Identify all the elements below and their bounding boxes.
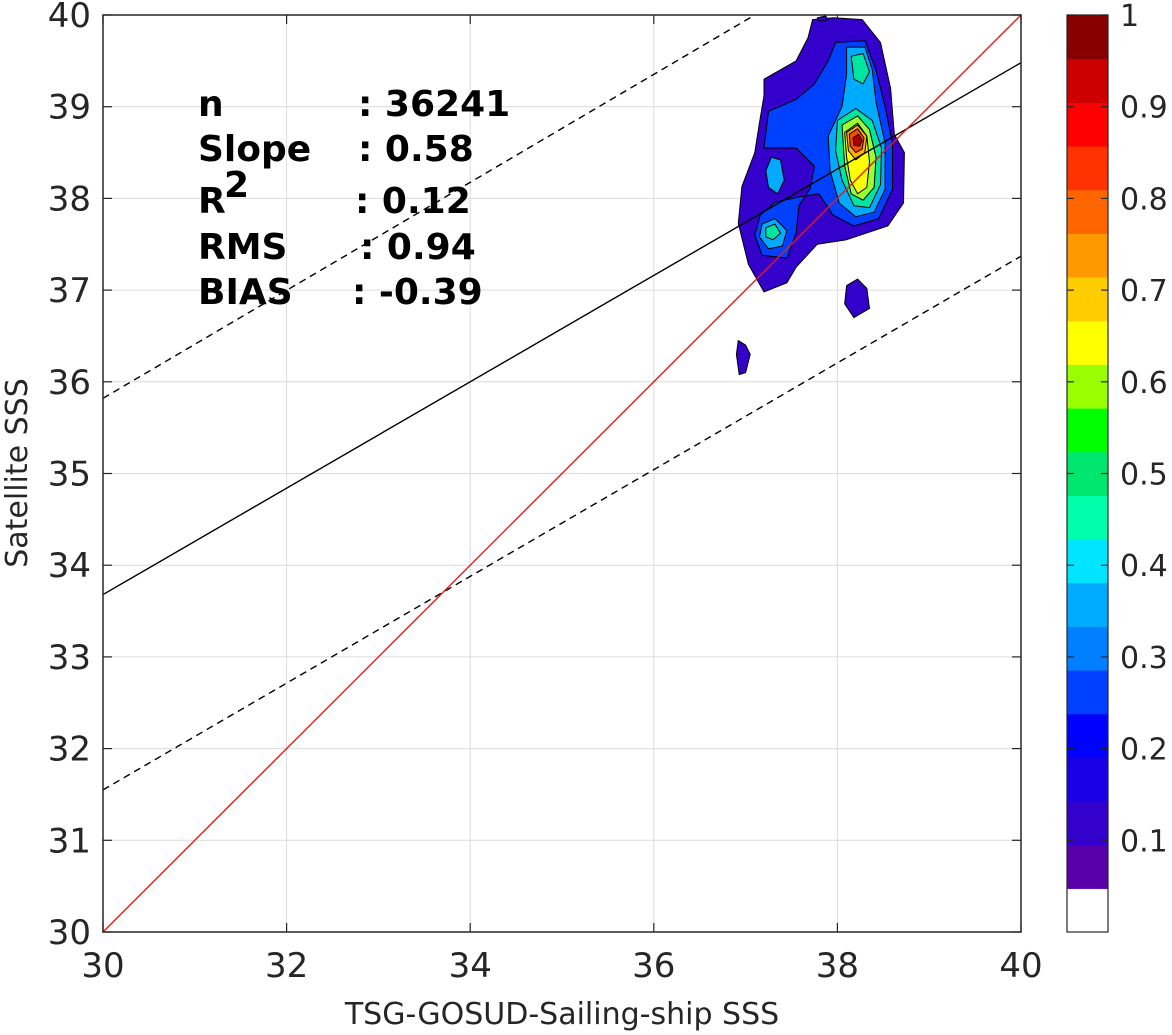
x-tick-label: 38 — [816, 946, 859, 986]
density-contour — [844, 278, 870, 319]
colorbar-segment — [1067, 844, 1108, 889]
colorbar-segment — [1067, 888, 1108, 933]
stat-superscript: 2 — [224, 165, 249, 206]
identity-line — [102, 14, 1022, 933]
colorbar-segment — [1067, 539, 1108, 584]
y-tick-label: 30 — [48, 913, 91, 953]
colorbar-tick-label: 0.2 — [1120, 733, 1168, 768]
colorbar-segment — [1067, 146, 1108, 191]
colorbar-segment — [1067, 189, 1108, 234]
density-contour — [816, 15, 829, 22]
colorbar-segment — [1067, 495, 1108, 540]
colorbar-segment — [1067, 670, 1108, 715]
stat-value: : 0.58 — [358, 129, 474, 170]
x-tick-label: 32 — [265, 946, 308, 986]
x-tick-label: 30 — [81, 946, 124, 986]
stat-value: : 0.94 — [360, 227, 476, 268]
colorbar-segment — [1067, 757, 1108, 802]
grid — [102, 14, 1022, 933]
colorbar-segment — [1067, 320, 1108, 365]
colorbar-tick-label: 0.4 — [1120, 549, 1168, 584]
colorbar-tick-label: 0.1 — [1120, 824, 1168, 859]
density-contour — [765, 223, 781, 241]
colorbar-tick-label: 0.7 — [1120, 274, 1168, 309]
colorbar-segment — [1067, 58, 1108, 103]
stat-value: : 36241 — [358, 84, 510, 125]
colorbar-segment — [1067, 408, 1108, 453]
stat-label: R — [198, 181, 226, 222]
x-tick-label: 34 — [449, 946, 492, 986]
colorbar-segment — [1067, 233, 1108, 278]
density-contour — [850, 53, 870, 85]
y-tick-label: 34 — [48, 546, 91, 586]
x-tick-label: 36 — [632, 946, 675, 986]
density-contour — [735, 340, 751, 375]
axis-ticks: 30 32 34 36 38 40 30 31 32 33 34 35 36 37 38 39 40 — [48, 0, 1043, 986]
colorbar-segment — [1067, 626, 1108, 671]
fit-lower-bound-line — [102, 255, 1022, 791]
y-tick-label: 37 — [48, 271, 91, 311]
density-contours — [735, 15, 905, 375]
colorbar-tick-label: 0.5 — [1120, 458, 1168, 493]
colorbar-segment — [1067, 713, 1108, 758]
density-contour — [765, 156, 785, 195]
colorbar-segment — [1067, 277, 1108, 322]
colorbar-tick-label: 0.9 — [1120, 91, 1168, 126]
colorbar-segment — [1067, 801, 1108, 846]
x-tick-label: 40 — [999, 946, 1042, 986]
colorbar-tick-label: 0.6 — [1120, 366, 1168, 401]
y-tick-label: 39 — [48, 88, 91, 128]
stat-value: : 0.12 — [355, 181, 471, 222]
regression-lines — [102, 14, 1022, 933]
colorbar-segment — [1067, 364, 1108, 409]
fit-upper-bound-line — [102, 14, 756, 399]
colorbar-tick-label: 0.8 — [1120, 182, 1168, 217]
colorbar-segment — [1067, 582, 1108, 627]
stat-value: : -0.39 — [352, 272, 483, 313]
stats-box: n : 36241 Slope : 0.58 R2 : 0.12 RMS : 0.94 BIAS… — [198, 84, 510, 313]
y-tick-label: 38 — [48, 179, 91, 219]
y-tick-label: 33 — [48, 638, 91, 678]
stat-label: BIAS — [198, 272, 293, 313]
density-contour — [852, 133, 863, 147]
colorbar-segment — [1067, 102, 1108, 147]
colorbar-tick-label: 0.3 — [1120, 641, 1168, 676]
stat-label: Slope — [198, 129, 311, 170]
colorbar-segment — [1067, 15, 1108, 60]
stat-label: n — [198, 84, 224, 125]
fit-line — [102, 62, 1022, 596]
y-tick-label: 32 — [48, 730, 91, 770]
y-tick-label: 40 — [48, 0, 91, 36]
y-axis-label: Satellite SSS — [0, 378, 35, 568]
colorbar: 0.1 0.2 0.3 0.4 0.5 0.6 0.7 0.8 0.9 1 — [1066, 0, 1168, 933]
stat-label: RMS — [198, 227, 287, 268]
y-tick-label: 35 — [48, 455, 91, 495]
x-axis-label: TSG-GOSUD-Sailing-ship SSS — [344, 997, 779, 1032]
y-tick-label: 31 — [48, 821, 91, 861]
colorbar-tick-label: 1 — [1120, 0, 1139, 34]
y-tick-label: 36 — [48, 363, 91, 403]
